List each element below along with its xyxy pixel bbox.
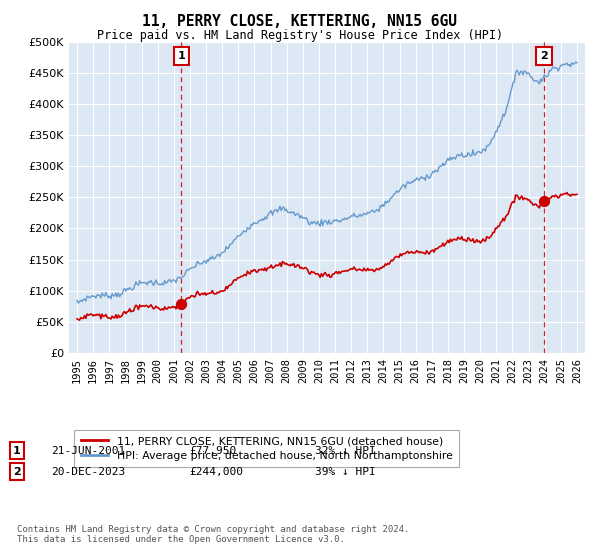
Legend: 11, PERRY CLOSE, KETTERING, NN15 6GU (detached house), HPI: Average price, detac: 11, PERRY CLOSE, KETTERING, NN15 6GU (de… — [74, 430, 459, 467]
Text: 2: 2 — [541, 52, 548, 62]
Text: 2: 2 — [13, 466, 20, 477]
Text: 1: 1 — [178, 52, 185, 62]
Text: £244,000: £244,000 — [189, 466, 243, 477]
Text: Contains HM Land Registry data © Crown copyright and database right 2024.
This d: Contains HM Land Registry data © Crown c… — [17, 525, 409, 544]
Text: 20-DEC-2023: 20-DEC-2023 — [51, 466, 125, 477]
Text: Price paid vs. HM Land Registry's House Price Index (HPI): Price paid vs. HM Land Registry's House … — [97, 29, 503, 42]
Text: 32% ↓ HPI: 32% ↓ HPI — [315, 446, 376, 456]
Text: 39% ↓ HPI: 39% ↓ HPI — [315, 466, 376, 477]
Text: 21-JUN-2001: 21-JUN-2001 — [51, 446, 125, 456]
Point — [539, 197, 549, 206]
Text: 1: 1 — [13, 446, 20, 456]
Text: 11, PERRY CLOSE, KETTERING, NN15 6GU: 11, PERRY CLOSE, KETTERING, NN15 6GU — [143, 14, 458, 29]
Point — [176, 300, 186, 309]
Text: £77,950: £77,950 — [189, 446, 236, 456]
